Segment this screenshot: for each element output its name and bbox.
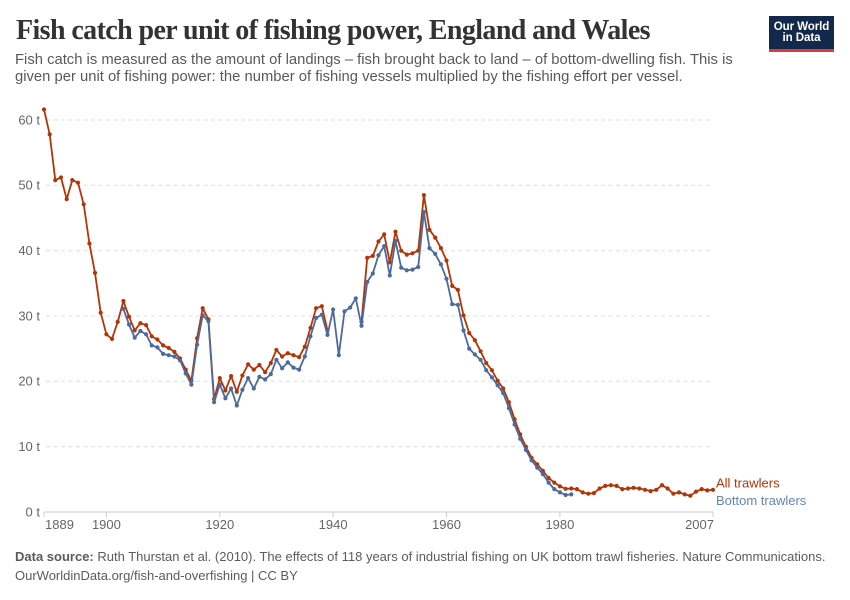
- svg-text:1940: 1940: [319, 517, 348, 532]
- svg-text:10 t: 10 t: [18, 439, 40, 454]
- svg-text:30 t: 30 t: [18, 308, 40, 323]
- svg-text:1920: 1920: [205, 517, 234, 532]
- svg-text:1889: 1889: [45, 517, 74, 532]
- svg-text:1960: 1960: [432, 517, 461, 532]
- svg-text:20 t: 20 t: [18, 374, 40, 389]
- svg-text:2007: 2007: [685, 517, 714, 532]
- svg-text:0 t: 0 t: [26, 504, 41, 519]
- svg-text:40 t: 40 t: [18, 243, 40, 258]
- svg-text:60 t: 60 t: [18, 112, 40, 127]
- svg-text:50 t: 50 t: [18, 178, 40, 193]
- svg-text:Bottom trawlers: Bottom trawlers: [716, 493, 807, 508]
- svg-text:All trawlers: All trawlers: [716, 476, 780, 491]
- svg-text:1980: 1980: [545, 517, 574, 532]
- svg-text:1900: 1900: [92, 517, 121, 532]
